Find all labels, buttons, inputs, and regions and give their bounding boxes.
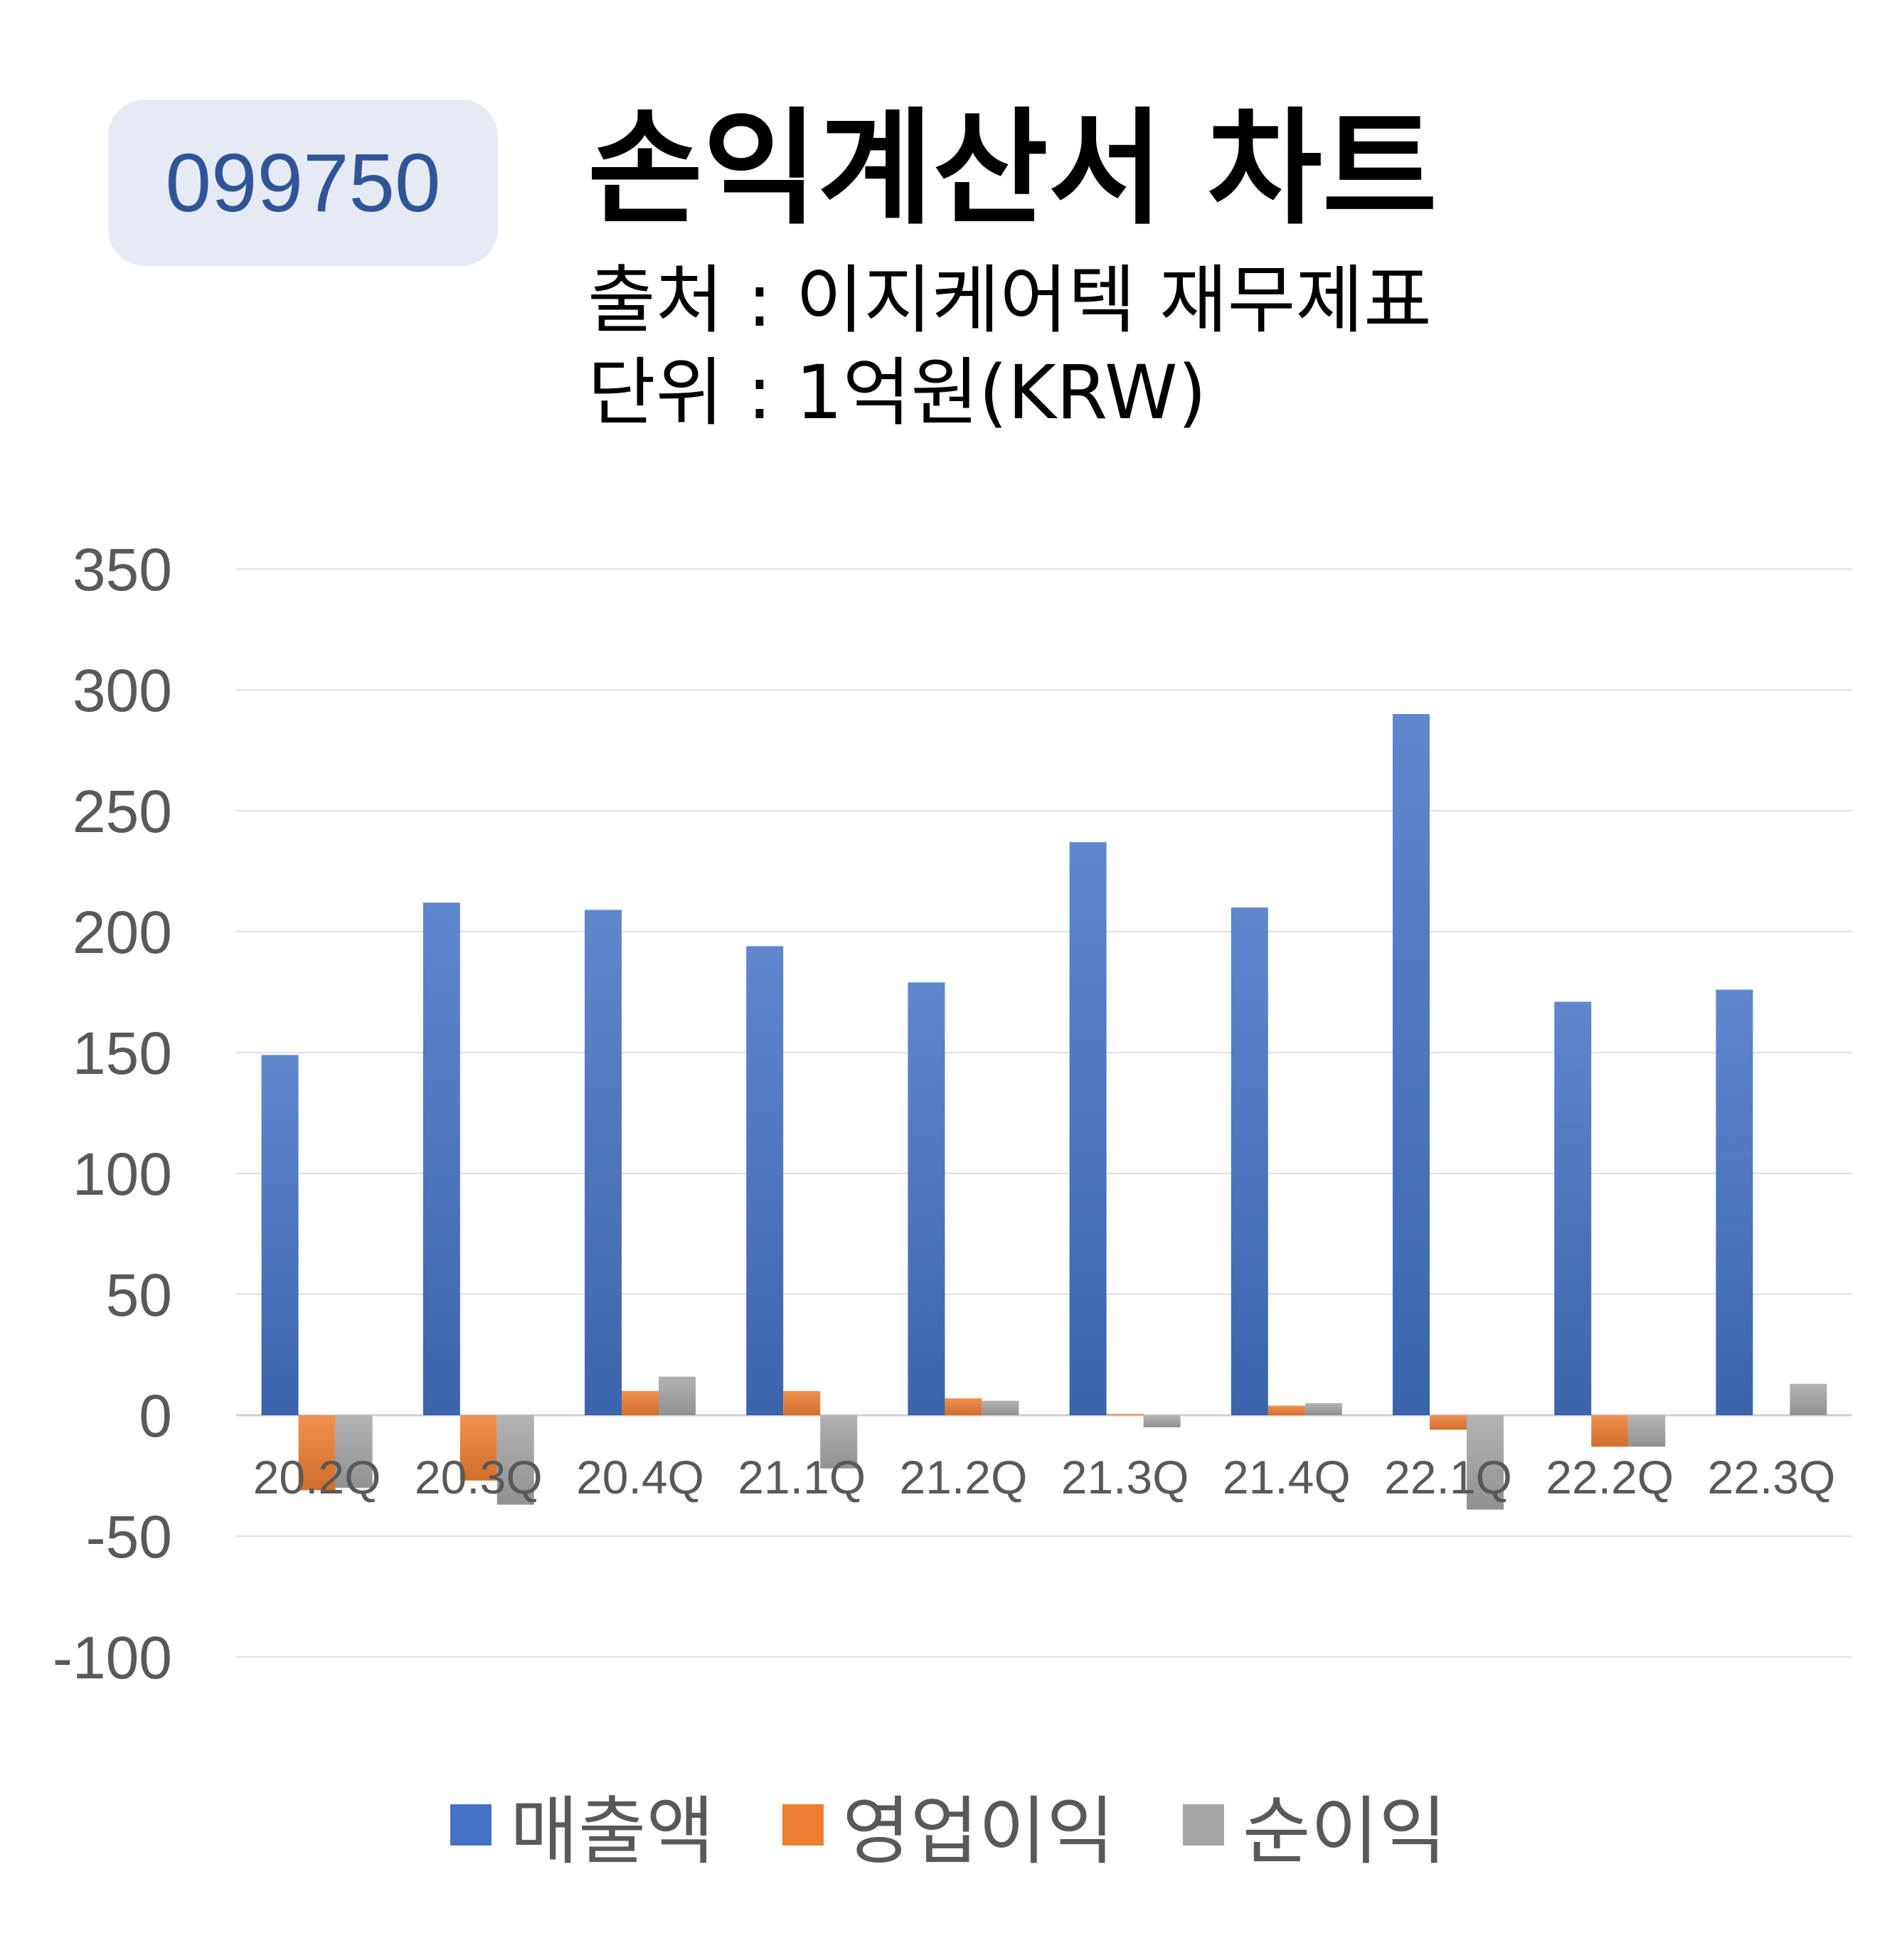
y-tick-label: 50 (106, 1262, 172, 1328)
y-tick-label: 250 (73, 778, 172, 845)
bar-매출액-21.3Q (1069, 842, 1107, 1415)
bar-매출액-22.1Q (1393, 714, 1430, 1415)
bar-순이익-21.2Q (982, 1400, 1019, 1415)
legend-swatch (782, 1804, 824, 1846)
x-tick-label: 20.2Q (253, 1451, 381, 1503)
x-tick-labels: 20.2Q 20.3Q 20.4Q 21.1Q 21.2Q 21.3Q 21.4Q 22.1Q… (253, 1451, 1836, 1503)
x-tick-label: 20.3Q (415, 1451, 543, 1503)
chart-title: 손익계산서 차트 (588, 96, 1438, 242)
legend-item: 순이익 (1182, 1771, 1447, 1878)
source-text: 출처 : 이지케어텍 재무제표 (588, 257, 1432, 343)
x-tick-label: 22.2Q (1546, 1451, 1674, 1503)
unit-text: 단위 : 1억원(KRW) (588, 349, 1207, 436)
bar-순이익-21.3Q (1143, 1415, 1181, 1427)
bar-영업이익-21.4Q (1268, 1405, 1305, 1415)
bar-매출액-21.1Q (746, 946, 784, 1415)
y-tick-label: 150 (73, 1020, 172, 1087)
x-tick-label: 22.3Q (1708, 1451, 1836, 1503)
bar-순이익-20.3Q (496, 1415, 534, 1505)
x-tick-label: 21.2Q (900, 1451, 1028, 1503)
bar-매출액-22.2Q (1554, 1001, 1592, 1415)
ticker-code: 099750 (165, 137, 441, 229)
x-tick-label: 22.1Q (1384, 1451, 1512, 1503)
bar-순이익-22.1Q (1467, 1415, 1504, 1510)
bar-영업이익-21.3Q (1106, 1414, 1144, 1415)
bar-매출액-20.2Q (261, 1055, 299, 1415)
legend: 매출액 영업이익 순이익 (0, 1771, 1897, 1878)
x-tick-label: 21.4Q (1223, 1451, 1351, 1503)
bar-순이익-20.2Q (335, 1415, 373, 1488)
y-tick-label: 100 (73, 1141, 172, 1208)
bar-매출액-20.4Q (585, 910, 622, 1415)
bar-영업이익-22.2Q (1591, 1415, 1629, 1447)
legend-label: 순이익 (1242, 1788, 1447, 1875)
legend-swatch (1182, 1804, 1224, 1846)
bar-매출액-21.2Q (908, 982, 945, 1415)
legend-label: 매출액 (510, 1788, 715, 1875)
y-tick-label: 0 (139, 1383, 172, 1449)
bar-영업이익-22.1Q (1430, 1415, 1467, 1430)
legend-swatch (450, 1804, 492, 1846)
y-tick-label: 300 (73, 657, 172, 724)
y-tick-label: 350 (73, 536, 172, 603)
bar-영업이익-21.1Q (783, 1391, 821, 1415)
bar-순이익-20.4Q (659, 1376, 696, 1415)
legend-item: 매출액 (450, 1771, 714, 1878)
legend-item: 영업이익 (782, 1771, 1115, 1878)
bar-순이익-21.4Q (1304, 1403, 1342, 1415)
bar-순이익-21.1Q (820, 1415, 858, 1469)
y-tick-label: -100 (53, 1624, 172, 1691)
bar-영업이익-20.3Q (459, 1415, 497, 1481)
bar-영업이익-20.4Q (622, 1391, 659, 1415)
bar-영업이익-20.2Q (298, 1415, 336, 1491)
bar-매출액-21.4Q (1231, 907, 1268, 1415)
bar-영업이익-21.2Q (945, 1398, 982, 1415)
x-tick-label: 21.1Q (738, 1451, 866, 1503)
x-tick-label: 21.3Q (1061, 1451, 1189, 1503)
bar-매출액-20.3Q (423, 902, 460, 1415)
y-tick-label: 200 (73, 899, 172, 966)
y-tick-label: -50 (86, 1503, 172, 1570)
legend-label: 영업이익 (842, 1788, 1115, 1875)
bar-순이익-22.3Q (1790, 1383, 1827, 1415)
y-tick-labels: -100 -50 0 50 100 150 200 250 300 350 (53, 536, 172, 1691)
bars (261, 714, 1827, 1510)
bar-순이익-22.2Q (1628, 1415, 1666, 1447)
x-tick-label: 20.4Q (576, 1451, 704, 1503)
bar-매출액-22.3Q (1716, 989, 1753, 1415)
ticker-badge: 099750 (108, 100, 498, 266)
